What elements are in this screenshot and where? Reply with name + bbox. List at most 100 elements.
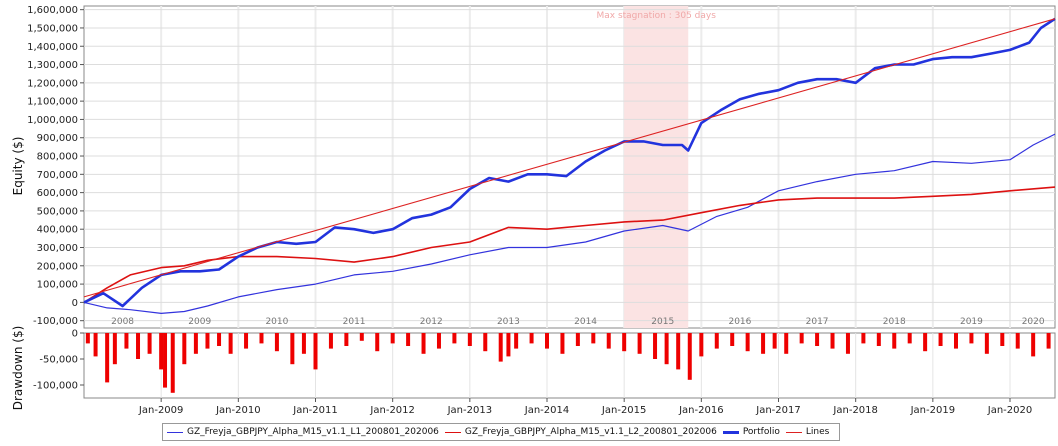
- drawdown-bar: [907, 333, 912, 344]
- y-tick-label: 800,000: [37, 152, 78, 163]
- y-tick-label: 200,000: [37, 261, 78, 272]
- drawdown-bar: [217, 333, 222, 346]
- drawdown-bar: [545, 333, 550, 349]
- legend-label: Lines: [805, 427, 830, 437]
- x-tick-label: Jan-2012: [369, 405, 414, 416]
- legend-item: GZ_Freyja_GBPJPY_Alpha_M15_v1.1_L1_20080…: [167, 427, 439, 437]
- drawdown-bar: [205, 333, 210, 349]
- year-separator: [777, 6, 780, 328]
- x-tick-label: Jan-2013: [447, 405, 492, 416]
- y-tick-label: 300,000: [37, 243, 78, 254]
- equity-axis-label: Equity ($): [11, 137, 25, 196]
- year-separator: [237, 6, 240, 328]
- drawdown-axis-label: Drawdown ($): [11, 326, 25, 411]
- x-tick-label: Jan-2020: [987, 405, 1032, 416]
- y-tick-label: 1,600,000: [27, 5, 78, 16]
- legend-label: Portfolio: [742, 427, 780, 437]
- legend-swatch: [167, 431, 183, 433]
- drawdown-bar: [436, 333, 441, 349]
- drawdown-bar: [938, 333, 943, 346]
- year-separator: [314, 6, 317, 328]
- drawdown-bar: [228, 333, 233, 354]
- y-tick-label: 1,300,000: [27, 60, 78, 71]
- year-label: 2009: [188, 317, 211, 327]
- drawdown-bar: [498, 333, 503, 362]
- x-tick-label: Jan-2017: [755, 405, 800, 416]
- x-tick-label: Jan-2014: [524, 405, 569, 416]
- year-label: 2008: [111, 317, 134, 327]
- drawdown-bar: [328, 333, 333, 349]
- drawdown-bar: [1046, 333, 1051, 349]
- y-tick-label: -50,000: [39, 355, 78, 366]
- legend-item: Portfolio: [722, 427, 780, 437]
- year-label: 2018: [883, 317, 906, 327]
- drawdown-bar: [784, 333, 789, 354]
- drawdown-bar: [105, 333, 110, 383]
- y-tick-label: -100,000: [33, 381, 78, 392]
- drawdown-bar: [653, 333, 658, 359]
- drawdown-bar: [259, 333, 264, 344]
- legend-item: GZ_Freyja_GBPJPY_Alpha_M15_v1.1_L2_20080…: [444, 427, 717, 437]
- drawdown-bar: [953, 333, 958, 349]
- drawdown-bar: [730, 333, 735, 346]
- drawdown-bar: [560, 333, 565, 354]
- drawdown-bar: [163, 333, 168, 388]
- drawdown-bar: [687, 333, 692, 380]
- drawdown-bar: [772, 333, 777, 349]
- series-line-4: [83, 18, 1056, 298]
- drawdown-bar: [406, 333, 411, 346]
- series-line-2: [83, 186, 1056, 304]
- x-tick-label: Jan-2015: [601, 405, 646, 416]
- drawdown-bar: [575, 333, 580, 346]
- drawdown-bar: [664, 333, 669, 365]
- drawdown-bar: [147, 333, 152, 354]
- drawdown-bar: [274, 333, 279, 352]
- drawdown-bar: [390, 333, 395, 344]
- legend-label: GZ_Freyja_GBPJPY_Alpha_M15_v1.1_L2_20080…: [464, 427, 717, 437]
- x-tick-label: Jan-2019: [910, 405, 955, 416]
- drawdown-bar: [830, 333, 835, 349]
- y-tick-label: 500,000: [37, 206, 78, 217]
- x-tick-label: Jan-2011: [292, 405, 337, 416]
- year-separator: [391, 6, 394, 328]
- year-separator: [700, 6, 703, 328]
- year-label: 2017: [806, 317, 829, 327]
- y-tick-label: 100,000: [37, 280, 78, 291]
- drawdown-bar: [1031, 333, 1036, 357]
- drawdown-bar: [182, 333, 187, 365]
- equity-plot-area: [83, 5, 1056, 329]
- drawdown-bar: [313, 333, 318, 370]
- drawdown-bar: [483, 333, 488, 352]
- year-separator: [854, 6, 857, 328]
- drawdown-bar: [637, 333, 642, 354]
- drawdown-bar: [344, 333, 349, 346]
- year-separator: [1009, 6, 1012, 328]
- drawdown-bar: [375, 333, 380, 352]
- drawdown-bar: [714, 333, 719, 349]
- stagnation-band: [624, 6, 689, 328]
- y-tick-label: 1,200,000: [27, 78, 78, 89]
- drawdown-bar: [244, 333, 249, 349]
- legend-item: Lines: [785, 427, 830, 437]
- drawdown-bar: [622, 333, 627, 352]
- y-tick-label: 0: [72, 298, 78, 309]
- drawdown-bar: [984, 333, 989, 354]
- y-tick-label: 1,100,000: [27, 97, 78, 108]
- legend-swatch: [785, 431, 802, 433]
- y-tick-label: 900,000: [37, 133, 78, 144]
- year-label: 2011: [343, 317, 366, 327]
- series-line-1: [83, 133, 1056, 314]
- equity-plot: 1,600,000 1,500,000 1,400,000 1,300,000 1,20…: [27, 5, 1056, 329]
- year-label: 2016: [728, 317, 751, 327]
- year-separator: [468, 6, 471, 328]
- year-label: 2014: [574, 317, 597, 327]
- year-label: 2010: [265, 317, 288, 327]
- drawdown-bar: [452, 333, 457, 344]
- drawdown-bar: [193, 333, 198, 354]
- drawdown-bar: [514, 333, 519, 349]
- drawdown-bar: [159, 333, 164, 370]
- drawdown-bar: [1000, 333, 1005, 346]
- drawdown-bar: [301, 333, 306, 354]
- drawdown-bar: [761, 333, 766, 354]
